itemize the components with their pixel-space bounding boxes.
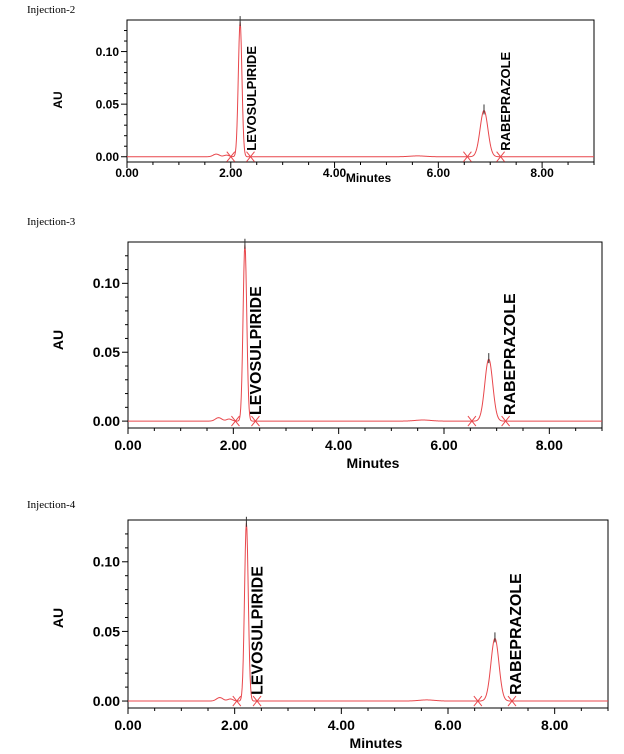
x-tick-label: 4.00	[323, 166, 347, 180]
y-tick-label: 0.05	[93, 344, 120, 360]
y-tick-label: 0.10	[93, 275, 120, 291]
x-axis-title: Minutes	[347, 455, 400, 471]
injection-3-label: Injection-3	[27, 216, 76, 228]
integration-marker	[246, 151, 255, 163]
x-tick-label: 2.00	[219, 166, 243, 180]
integration-marker	[252, 695, 262, 707]
x-tick-label: 8.00	[530, 166, 554, 180]
y-tick-label: 0.05	[93, 623, 120, 639]
integration-marker	[251, 415, 260, 427]
x-tick-label: 2.00	[220, 437, 247, 453]
injection-2-label: Injection-2	[27, 4, 76, 16]
plot-frame	[127, 519, 609, 709]
y-axis-title: AU	[50, 330, 66, 350]
x-tick-label: 6.00	[430, 437, 457, 453]
y-axis-title: AU	[51, 91, 65, 108]
x-tick-label: 0.00	[114, 437, 141, 453]
chromatogram-trace	[128, 522, 608, 702]
chromatogram-trace	[128, 244, 602, 422]
x-tick-label: 4.00	[325, 437, 352, 453]
chromatogram-injection-2: 0.00 2.00 4.00 6.00 8.00 0.00 0.05 0.10 Minutes A…	[51, 16, 595, 185]
peak-label: LEVOSULPIRIDE	[244, 46, 259, 151]
x-tick-label: 6.00	[427, 166, 451, 180]
integration-marker	[232, 695, 242, 707]
x-tick-label: 0.00	[114, 717, 141, 733]
chromatogram-injection-4: 0.00 2.00 4.00 6.00 8.00 0.00 0.05 0.10 Minutes A…	[50, 516, 609, 751]
plot-frame	[127, 241, 603, 429]
x-tick-label: 8.00	[541, 717, 568, 733]
x-tick-label: 2.00	[221, 717, 248, 733]
integration-marker	[507, 695, 517, 707]
plot-frame	[126, 19, 595, 163]
y-tick-label: 0.10	[96, 45, 120, 59]
chromatogram-trace	[127, 22, 594, 158]
y-tick-label: 0.00	[96, 150, 120, 164]
x-axis-title: Minutes	[346, 171, 392, 185]
y-tick-label: 0.00	[93, 413, 120, 429]
integration-marker	[231, 415, 240, 427]
integration-marker	[463, 151, 472, 163]
peak-label: RABEPRAZOLE	[502, 293, 519, 415]
x-axis-title: Minutes	[350, 735, 403, 751]
x-tick-label: 8.00	[536, 437, 563, 453]
integration-marker	[467, 415, 477, 427]
peak-label: LEVOSULPIRIDE	[248, 286, 265, 415]
injection-4-label: Injection-4	[27, 499, 76, 511]
y-tick-label: 0.00	[93, 693, 120, 709]
integration-marker	[496, 151, 505, 163]
chromatogram-injection-3: 0.00 2.00 4.00 6.00 8.00 0.00 0.05 0.10 Minutes A…	[50, 238, 603, 471]
x-tick-label: 6.00	[434, 717, 461, 733]
peak-label: RABEPRAZOLE	[498, 51, 513, 150]
y-tick-label: 0.10	[93, 554, 120, 570]
x-tick-label: 0.00	[115, 166, 139, 180]
y-tick-label: 0.05	[96, 97, 120, 111]
x-tick-label: 4.00	[328, 717, 355, 733]
integration-marker	[501, 415, 511, 427]
peak-label: LEVOSULPIRIDE	[249, 566, 266, 695]
y-axis-title: AU	[50, 608, 66, 628]
integration-marker	[226, 151, 236, 163]
peak-label: RABEPRAZOLE	[508, 573, 525, 695]
integration-marker	[473, 695, 483, 707]
